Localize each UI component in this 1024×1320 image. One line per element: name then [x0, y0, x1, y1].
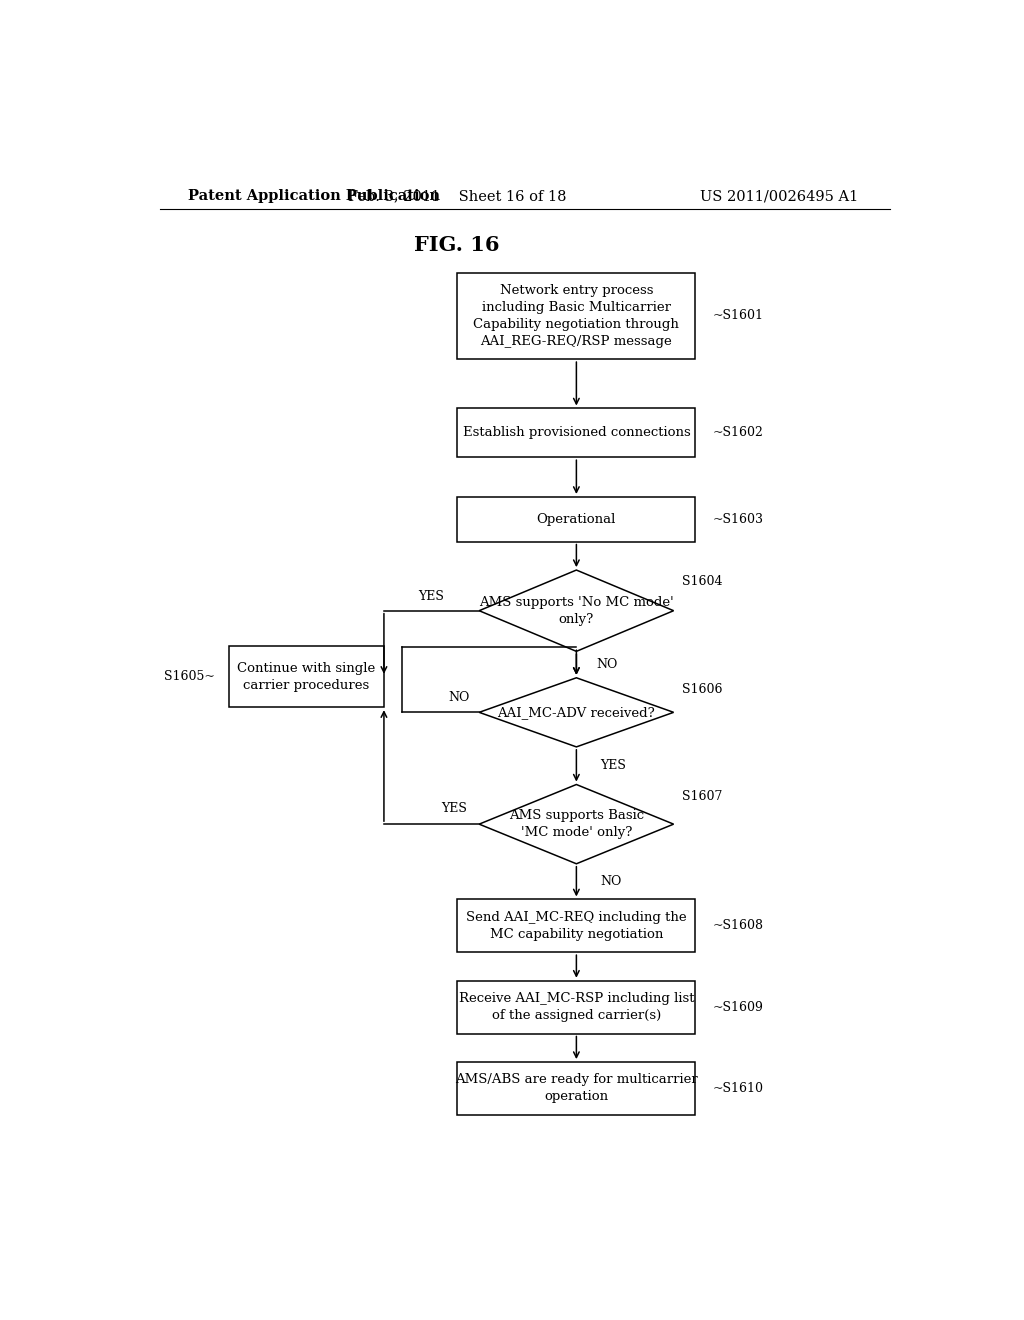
Text: ~S1603: ~S1603: [713, 512, 764, 525]
Text: NO: NO: [600, 875, 622, 888]
FancyBboxPatch shape: [458, 408, 695, 457]
Text: ~S1609: ~S1609: [713, 1001, 764, 1014]
FancyBboxPatch shape: [458, 1063, 695, 1115]
Text: YES: YES: [419, 590, 444, 603]
Text: AAI_MC-ADV received?: AAI_MC-ADV received?: [498, 706, 655, 719]
Text: Network entry process
including Basic Multicarrier
Capability negotiation throug: Network entry process including Basic Mu…: [473, 284, 679, 348]
Text: FIG. 16: FIG. 16: [414, 235, 499, 255]
Text: S1604: S1604: [682, 576, 722, 589]
Text: S1607: S1607: [682, 789, 722, 803]
Text: AMS/ABS are ready for multicarrier
operation: AMS/ABS are ready for multicarrier opera…: [455, 1073, 697, 1104]
Polygon shape: [479, 570, 674, 651]
Polygon shape: [479, 784, 674, 863]
Text: ~S1601: ~S1601: [713, 309, 764, 322]
Text: Feb. 3, 2011    Sheet 16 of 18: Feb. 3, 2011 Sheet 16 of 18: [348, 189, 566, 203]
Text: S1605~: S1605~: [164, 671, 215, 684]
Text: ~S1602: ~S1602: [713, 426, 764, 440]
Text: AMS supports Basic
'MC mode' only?: AMS supports Basic 'MC mode' only?: [509, 809, 644, 840]
Text: ~S1610: ~S1610: [713, 1082, 764, 1094]
Text: Receive AAI_MC-RSP including list
of the assigned carrier(s): Receive AAI_MC-RSP including list of the…: [459, 993, 694, 1022]
FancyBboxPatch shape: [458, 273, 695, 359]
Polygon shape: [479, 677, 674, 747]
Text: YES: YES: [600, 759, 626, 772]
FancyBboxPatch shape: [229, 647, 384, 708]
Text: Patent Application Publication: Patent Application Publication: [187, 189, 439, 203]
Text: NO: NO: [596, 659, 617, 671]
FancyBboxPatch shape: [458, 899, 695, 952]
Text: Operational: Operational: [537, 512, 616, 525]
Text: AMS supports 'No MC mode'
only?: AMS supports 'No MC mode' only?: [479, 595, 674, 626]
Text: US 2011/0026495 A1: US 2011/0026495 A1: [699, 189, 858, 203]
Text: Continue with single
carrier procedures: Continue with single carrier procedures: [238, 661, 376, 692]
FancyBboxPatch shape: [458, 981, 695, 1034]
Text: ~S1608: ~S1608: [713, 919, 764, 932]
Text: YES: YES: [441, 803, 467, 816]
FancyBboxPatch shape: [458, 496, 695, 541]
Text: Establish provisioned connections: Establish provisioned connections: [463, 426, 690, 440]
Text: Send AAI_MC-REQ including the
MC capability negotiation: Send AAI_MC-REQ including the MC capabil…: [466, 911, 687, 941]
Text: S1606: S1606: [682, 682, 722, 696]
Text: NO: NO: [449, 690, 470, 704]
